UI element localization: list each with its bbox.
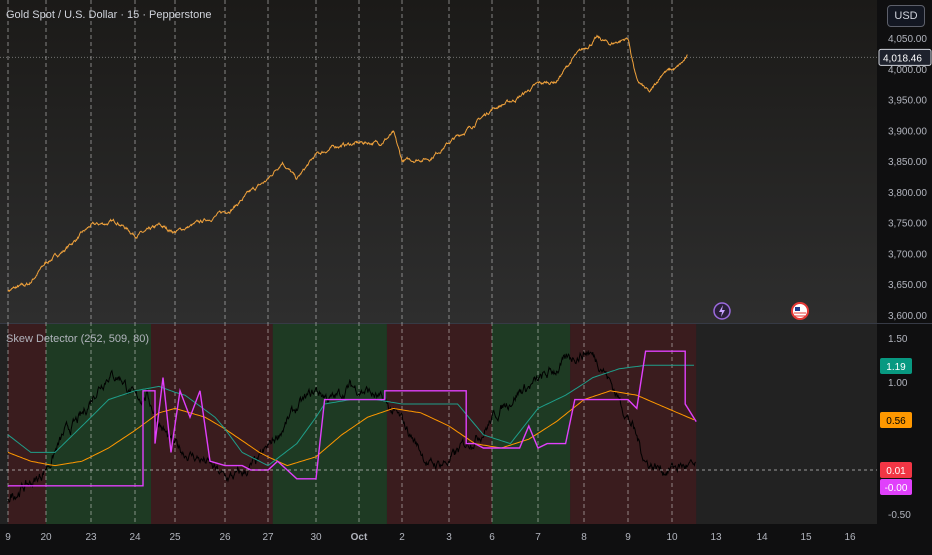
time-axis-label: 26 [219, 532, 231, 543]
time-axis-label: 16 [844, 532, 856, 543]
price-axis-tick: 3,800.00 [888, 188, 927, 199]
indicator-axis-tick: 1.00 [888, 378, 908, 389]
indicator-value-badge [880, 479, 912, 495]
price-axis-background [877, 0, 932, 550]
price-axis-tick: 3,900.00 [888, 126, 927, 137]
price-axis-tick: 3,700.00 [888, 249, 927, 260]
symbol-title: Gold Spot / U.S. Dollar · 15 · Peppersto… [6, 9, 212, 21]
last-price-badge [878, 48, 932, 66]
price-pane-background [0, 0, 877, 323]
indicator-value-badge [880, 358, 912, 374]
indicator-value-badge-label: 0.01 [886, 466, 906, 477]
time-axis-label: 25 [169, 532, 181, 543]
time-axis-label: 9 [625, 532, 631, 543]
indicator-value-badge [880, 462, 912, 478]
indicator-value-badge-label: 0.56 [886, 416, 906, 427]
last-price-label: 4,018.46 [883, 53, 922, 64]
currency-button[interactable]: USD [887, 5, 925, 27]
time-axis-label: 2 [399, 532, 405, 543]
skew-zone-positive [492, 324, 571, 524]
time-axis-background [0, 524, 877, 550]
price-axis-tick: 3,650.00 [888, 280, 927, 291]
skew-signal-line [7, 390, 695, 467]
indicator-axis-tick: 1.50 [888, 334, 908, 345]
time-axis-label: 27 [262, 532, 274, 543]
skew-zone-negative [386, 324, 492, 524]
time-axis-label: 20 [40, 532, 52, 543]
skew-step-line [8, 350, 697, 487]
skew-raw-line [7, 349, 696, 503]
time-axis-label: 14 [756, 532, 768, 543]
price-axis-tick: 3,750.00 [888, 219, 927, 230]
gold-price-line [7, 34, 688, 292]
time-axis-label: 15 [800, 532, 812, 543]
indicator-value-badge-label: 1.19 [886, 362, 906, 373]
time-axis-label: 8 [581, 532, 587, 543]
time-axis-label: 6 [489, 532, 495, 543]
indicator-axis-tick: -0.50 [888, 510, 911, 521]
time-axis-label: 7 [535, 532, 541, 543]
time-axis-label: 9 [5, 532, 11, 543]
price-axis-tick: 4,050.00 [888, 34, 927, 45]
price-axis-tick: 3,950.00 [888, 96, 927, 107]
price-axis-tick: 3,850.00 [888, 157, 927, 168]
time-axis-label: Oct [351, 532, 368, 543]
time-axis-label: 13 [710, 532, 722, 543]
skew-zone-positive [46, 324, 151, 524]
time-axis-label: 23 [85, 532, 97, 543]
indicator-title: Skew Detector (252, 509, 80) [6, 333, 150, 345]
lightning-icon[interactable] [713, 302, 731, 320]
skew-zone-positive [272, 324, 387, 524]
us-flag-icon[interactable] [791, 302, 809, 320]
skew-zone-negative [8, 324, 46, 524]
indicator-value-badge-label: -0.00 [885, 483, 908, 494]
price-axis-tick: 3,600.00 [888, 311, 927, 322]
indicator-value-badge [880, 412, 912, 428]
time-axis-label: 24 [129, 532, 141, 543]
skew-zone-negative [151, 324, 273, 524]
price-axis-tick: 4,000.00 [888, 65, 927, 76]
time-axis-label: 3 [446, 532, 452, 543]
time-axis-label: 10 [666, 532, 678, 543]
time-axis-label: 30 [310, 532, 322, 543]
